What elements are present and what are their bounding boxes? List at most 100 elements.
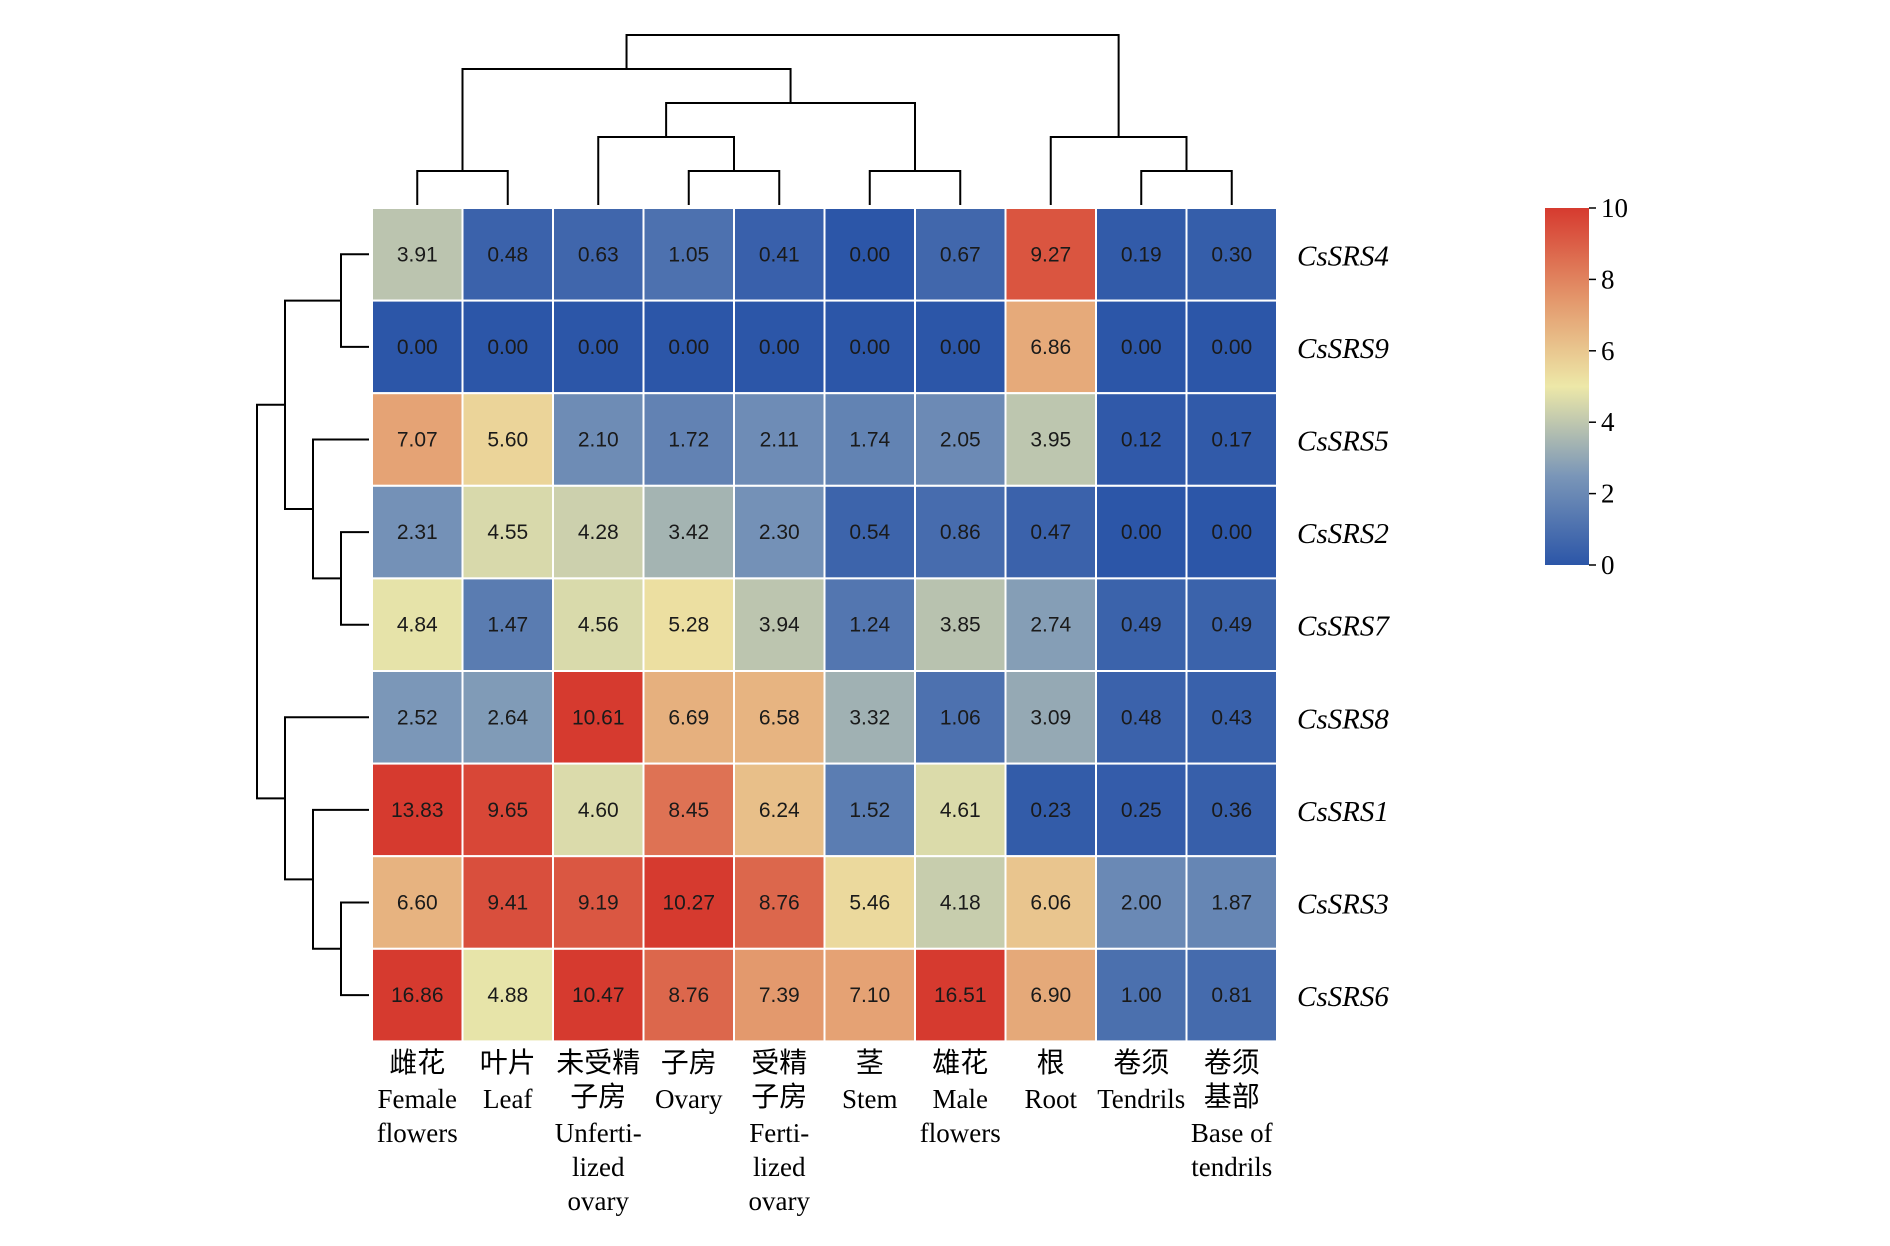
cell-value-label: 0.67: [940, 243, 981, 266]
cell-value-label: 7.10: [849, 984, 890, 1007]
cell-value-label: 3.95: [1030, 429, 1071, 452]
cell-value-label: 0.63: [578, 243, 619, 266]
heatmap-cell: [1004, 484, 1097, 580]
row-dendrogram: [256, 253, 369, 997]
gene-label: CsSRS4: [1297, 240, 1389, 272]
cell-value-label: 2.64: [487, 706, 528, 729]
cell-value-label: 0.25: [1121, 799, 1162, 822]
colorbar-tick-label: 4: [1601, 407, 1615, 437]
tissue-label-cn: 子房: [661, 1046, 717, 1079]
cell-value-label: 1.06: [940, 706, 981, 729]
heatmap-cell: [552, 299, 645, 395]
column-dendrogram: [416, 34, 1233, 205]
cell-value-label: 0.00: [1121, 336, 1162, 359]
tissue-label-cn: 雌花: [389, 1046, 445, 1079]
tissue-label-en: lized: [753, 1152, 806, 1182]
tissue-label-en: tendrils: [1191, 1152, 1272, 1182]
colorbar-tick-label: 8: [1601, 264, 1615, 294]
tissue-label-cn: 基部: [1204, 1080, 1260, 1113]
gene-label: CsSRS7: [1297, 611, 1390, 643]
heatmap-cell: [642, 670, 735, 765]
dendrogram-branch: [256, 403, 285, 800]
heatmap-cell: [823, 484, 916, 580]
cell-value-label: 0.00: [1211, 336, 1252, 359]
heatmap-cell: [371, 855, 464, 950]
heatmap-cell: [461, 670, 554, 765]
tissue-label-cn: 叶片: [480, 1046, 536, 1079]
cell-value-label: 9.27: [1030, 243, 1071, 266]
colorbar-tick-label: 6: [1601, 336, 1615, 366]
cell-value-label: 6.86: [1030, 336, 1071, 359]
cell-value-label: 0.00: [940, 336, 981, 359]
heatmap-cell: [1185, 299, 1278, 395]
heatmap-cell: [733, 670, 826, 765]
cell-value-label: 1.05: [668, 243, 709, 266]
cell-value-label: 9.41: [487, 892, 528, 915]
dendrogram-branch: [340, 901, 369, 997]
cell-value-label: 4.84: [397, 614, 438, 637]
cell-value-label: 0.00: [849, 243, 890, 266]
cell-value-label: 4.56: [578, 614, 619, 637]
cell-value-label: 2.11: [760, 429, 799, 452]
cell-value-label: 4.88: [487, 984, 528, 1007]
heatmap-cell: [1095, 577, 1188, 673]
dendrogram-branch: [461, 68, 792, 171]
cell-value-label: 0.49: [1121, 614, 1162, 637]
cell-value-label: 2.00: [1121, 892, 1162, 915]
colorbar-gradient: [1545, 208, 1589, 565]
cell-value-label: 9.65: [487, 799, 528, 822]
heatmap-cell: [371, 299, 464, 395]
cell-value-label: 6.90: [1030, 984, 1071, 1007]
heatmap-cell: [733, 484, 826, 580]
heatmap-cell: [461, 577, 554, 673]
heatmap-cell: [552, 762, 645, 858]
heatmap-cell: [1095, 855, 1188, 950]
cell-value-label: 4.18: [940, 892, 981, 915]
cell-value-label: 4.55: [487, 521, 528, 544]
heatmap-cell: [461, 855, 554, 950]
cell-value-label: 16.86: [391, 984, 444, 1007]
gene-label: CsSRS6: [1297, 981, 1389, 1013]
tissue-label-en: Ferti-: [749, 1118, 809, 1148]
heatmap-cell: [823, 855, 916, 950]
cell-value-label: 0.00: [1211, 521, 1252, 544]
dendrogram-branch: [1140, 170, 1233, 205]
tissue-label-cn: 茎: [856, 1046, 884, 1079]
cell-value-label: 3.09: [1030, 706, 1071, 729]
heatmap-cell: [642, 392, 735, 487]
cell-value-label: 2.52: [397, 706, 438, 729]
cell-value-label: 2.74: [1030, 614, 1071, 637]
cell-value-label: 2.30: [759, 521, 800, 544]
tissue-label-cn: 卷须: [1204, 1046, 1260, 1079]
tissue-label-en: Tendrils: [1097, 1084, 1185, 1114]
heatmap-cell: [1185, 947, 1278, 1043]
tissue-label-cn: 子房: [751, 1080, 807, 1113]
tissue-label-en: Female: [378, 1084, 457, 1114]
heatmap-cell: [1004, 392, 1097, 487]
tissue-label-en: ovary: [568, 1186, 630, 1216]
dendrogram-branch: [340, 253, 369, 348]
cell-value-label: 4.28: [578, 521, 619, 544]
cell-value-label: 6.69: [668, 706, 709, 729]
gene-label: CsSRS3: [1297, 889, 1389, 921]
heatmap-cell: [371, 762, 464, 858]
cell-value-label: 0.00: [849, 336, 890, 359]
tissue-label-en: flowers: [920, 1118, 1001, 1148]
dendrogram-branch: [625, 34, 1120, 137]
gene-label: CsSRS2: [1297, 518, 1389, 550]
heatmap-cell: [371, 392, 464, 487]
cell-value-label: 0.00: [487, 336, 528, 359]
cell-value-label: 0.00: [1121, 521, 1162, 544]
cell-value-label: 8.76: [668, 984, 709, 1007]
dendrogram-branch: [687, 170, 781, 205]
cell-value-label: 7.39: [759, 984, 800, 1007]
cell-value-label: 0.17: [1211, 429, 1252, 452]
heatmap-cell: [1185, 392, 1278, 487]
tissue-label-en: ovary: [749, 1186, 811, 1216]
heatmap-cell: [1185, 207, 1278, 302]
cell-value-label: 10.27: [662, 892, 715, 915]
heatmap-cell: [461, 299, 554, 395]
cell-value-label: 0.36: [1211, 799, 1252, 822]
tissue-label-en: Stem: [842, 1084, 898, 1114]
tissue-label-cn: 根: [1037, 1046, 1065, 1079]
